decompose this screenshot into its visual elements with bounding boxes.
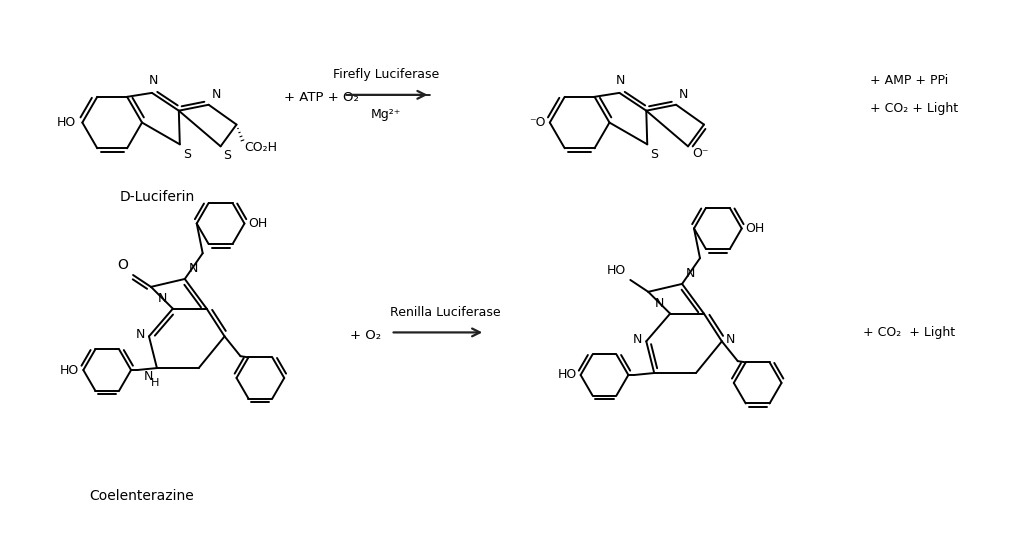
- Text: N: N: [158, 292, 167, 305]
- Text: N: N: [189, 262, 198, 275]
- Text: N: N: [616, 74, 625, 87]
- Text: N: N: [148, 74, 158, 87]
- Text: O: O: [118, 258, 128, 272]
- Text: + ATP + O₂: + ATP + O₂: [283, 91, 358, 104]
- Text: Firefly Luciferase: Firefly Luciferase: [332, 68, 439, 81]
- Text: N: N: [686, 267, 696, 280]
- Text: N: N: [726, 333, 736, 346]
- Text: OH: OH: [249, 217, 268, 230]
- Text: HO: HO: [558, 369, 577, 381]
- Text: N: N: [679, 88, 688, 101]
- Text: N: N: [136, 328, 145, 341]
- Text: D-Luciferin: D-Luciferin: [120, 190, 194, 204]
- Text: N: N: [143, 370, 153, 383]
- Text: S: S: [183, 148, 191, 161]
- Text: + O₂: + O₂: [350, 329, 382, 342]
- Text: O⁻: O⁻: [692, 147, 709, 160]
- Text: + AMP + PPi: + AMP + PPi: [870, 74, 948, 88]
- Text: S: S: [224, 149, 231, 163]
- Text: + CO₂ + Light: + CO₂ + Light: [870, 102, 959, 115]
- Text: N: N: [212, 88, 221, 101]
- Text: OH: OH: [746, 222, 765, 235]
- Text: H: H: [150, 378, 160, 388]
- Text: HO: HO: [57, 116, 77, 129]
- Text: N: N: [655, 297, 664, 310]
- Text: S: S: [651, 148, 658, 161]
- Text: CO₂H: CO₂H: [244, 142, 277, 154]
- Text: N: N: [633, 333, 642, 346]
- Text: ⁻O: ⁻O: [529, 116, 546, 129]
- Text: + CO₂  + Light: + CO₂ + Light: [863, 326, 955, 339]
- Text: Renilla Luciferase: Renilla Luciferase: [390, 306, 500, 318]
- Text: HO: HO: [607, 264, 626, 277]
- Text: Coelenterazine: Coelenterazine: [90, 489, 194, 503]
- Text: Mg²⁺: Mg²⁺: [370, 107, 401, 121]
- Text: HO: HO: [60, 364, 80, 376]
